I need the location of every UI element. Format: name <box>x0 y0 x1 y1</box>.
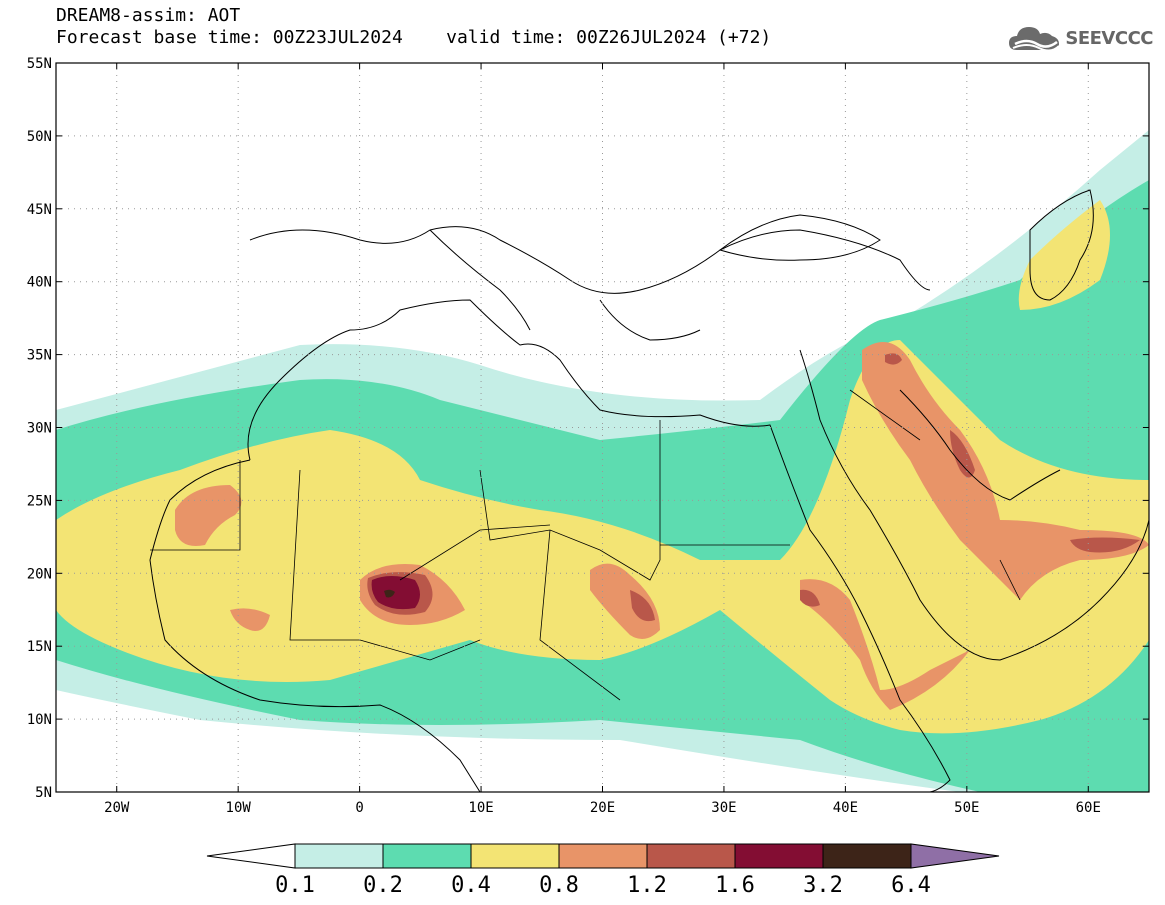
aot-contour-1-2-gulf <box>950 430 975 478</box>
colorbar-under-arrow <box>206 843 296 869</box>
aot-contour-0-4-caspian <box>1018 200 1110 310</box>
black-sea-coastline <box>718 214 881 261</box>
europe-coastline <box>249 226 931 341</box>
colorbar-swatch <box>382 843 472 869</box>
coastlines <box>149 189 1149 792</box>
colorbar-level-label: 6.4 <box>891 873 931 898</box>
aot-contour-1-2-arabia <box>1070 537 1140 553</box>
caspian-coastline <box>1029 189 1094 301</box>
aot-contour-0-8-mali <box>230 608 270 631</box>
lon-tick-label: 10E <box>468 800 493 816</box>
lon-tick-label: 60E <box>1076 800 1101 816</box>
aot-contour-0-8-east <box>862 342 1149 600</box>
aot-contour-3-2-niger <box>384 589 395 598</box>
axis-ticks <box>56 62 1149 793</box>
title-line-1: DREAM8-assim: AOT <box>56 5 241 26</box>
aot-contour-1-2-chad <box>630 590 655 622</box>
cloud-icon <box>1009 27 1061 52</box>
lon-tick-label: 20E <box>590 800 615 816</box>
aot-contour-0-8-chad <box>590 563 660 639</box>
lat-tick-label: 15N <box>27 639 52 655</box>
colorbar-swatch <box>822 843 912 869</box>
lat-tick-label: 55N <box>27 56 52 72</box>
colorbar-level-label: 0.8 <box>539 873 579 898</box>
lon-tick-label: 30E <box>711 800 736 816</box>
colorbar-level-label: 0.4 <box>451 873 491 898</box>
lat-tick-label: 25N <box>27 493 52 509</box>
lat-tick-label: 10N <box>27 712 52 728</box>
colorbar-swatch <box>470 843 560 869</box>
arabia-coastline <box>799 349 1149 661</box>
lat-tick-label: 45N <box>27 202 52 218</box>
colorbar-swatch <box>734 843 824 869</box>
colorbar-over-arrow <box>910 843 1000 869</box>
colorbar-level-label: 3.2 <box>803 873 843 898</box>
aot-contour-0-4 <box>56 340 1149 734</box>
colorbar-swatch <box>646 843 736 869</box>
title-line-2: Forecast base time: 00Z23JUL2024 valid t… <box>56 27 772 48</box>
aot-contour-1-2-iraq <box>885 353 902 365</box>
lon-tick-label: 40E <box>833 800 858 816</box>
lat-tick-label: 50N <box>27 129 52 145</box>
colorbar-level-label: 0.2 <box>363 873 403 898</box>
lat-tick-label: 20N <box>27 566 52 582</box>
colorbar-swatch <box>558 843 648 869</box>
colorbar-level-label: 1.2 <box>627 873 667 898</box>
lon-tick-label: 0 <box>355 800 363 816</box>
lat-tick-label: 30N <box>27 421 52 437</box>
political-borders <box>150 389 1021 701</box>
aot-field <box>56 130 1149 792</box>
lon-tick-label: 10W <box>226 800 252 816</box>
aot-contour-1-2-sudan <box>800 589 820 607</box>
colorbar-level-label: 1.6 <box>715 873 755 898</box>
lat-tick-label: 5N <box>35 785 52 801</box>
aot-contour-1-6-niger <box>371 576 420 610</box>
lon-tick-label: 20W <box>104 800 130 816</box>
logo-text: SEEVCCC <box>1065 27 1153 49</box>
lon-tick-label: 50E <box>954 800 979 816</box>
colorbar: 0.1 0.2 0.4 0.8 1.2 1.6 3.2 6.4 <box>206 843 1000 898</box>
axis-labels: 55N 50N 45N 40N 35N 30N 25N 20N 15N 10N 5N 20W 10W 0 1… <box>27 56 1101 816</box>
colorbar-swatch <box>294 843 384 869</box>
colorbar-level-label: 0.1 <box>275 873 315 898</box>
lat-tick-label: 35N <box>27 348 52 364</box>
lat-tick-label: 40N <box>27 275 52 291</box>
aot-contour-0-8-sudan <box>800 579 970 710</box>
seevccc-logo: SEEVCCC <box>1007 22 1153 54</box>
gridlines <box>56 63 1149 792</box>
